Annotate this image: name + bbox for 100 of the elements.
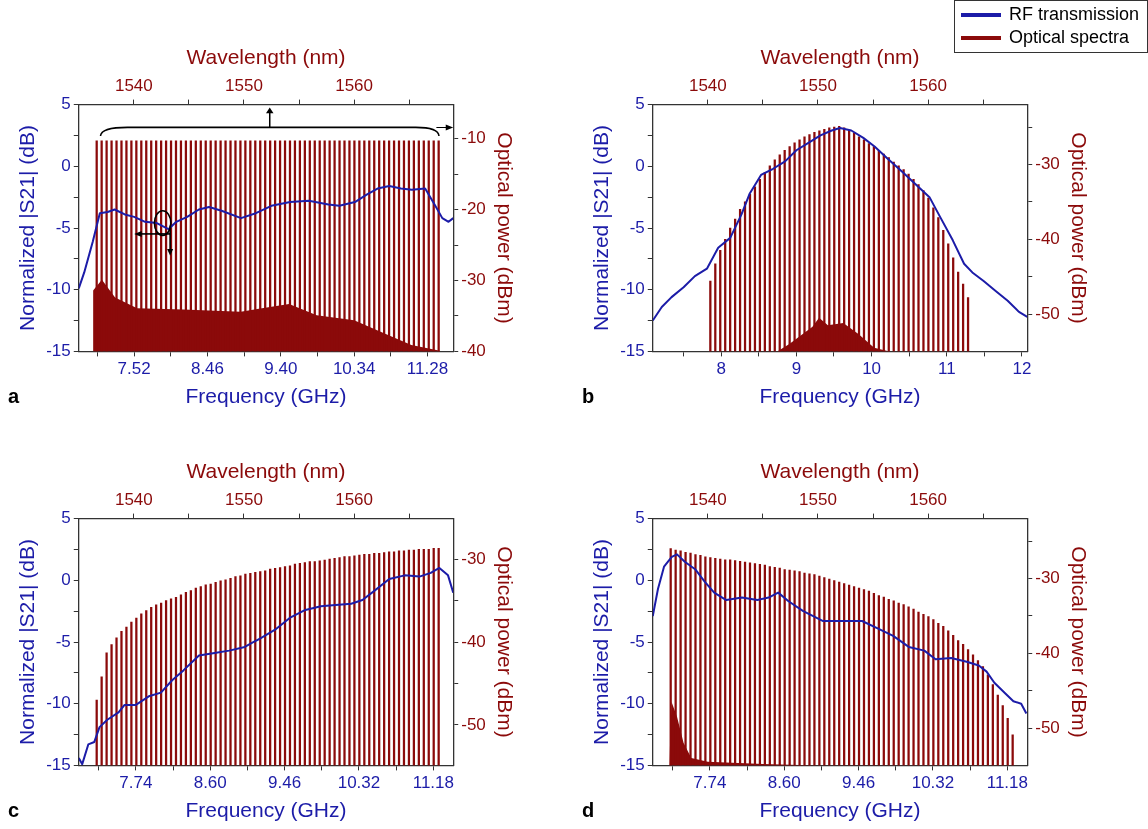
y-tick-label: 5 xyxy=(635,508,645,528)
x2-tick-label: 9.46 xyxy=(268,773,302,793)
y-tick-label: 0 xyxy=(61,569,71,589)
y2-axis-title: Optical power (dBm) xyxy=(493,132,517,324)
bar xyxy=(239,575,242,766)
y2-tick-label: -40 xyxy=(1035,642,1060,662)
bar xyxy=(110,644,113,766)
bar xyxy=(927,616,930,766)
y-axis-title: Normalized |S21| (dB) xyxy=(15,539,39,745)
y-tick-label: 5 xyxy=(61,508,71,528)
y2-tick-label: -50 xyxy=(1035,303,1060,323)
y2-axis-title: Optical power (dBm) xyxy=(1067,132,1091,324)
y2-tick-label: -30 xyxy=(1035,568,1060,588)
x2-tick-label: 9.46 xyxy=(842,773,876,793)
y2-tick-label: -40 xyxy=(461,631,486,651)
bar xyxy=(234,576,237,766)
y-tick-label: 0 xyxy=(61,155,71,175)
legend-label: Optical spectra xyxy=(1008,26,1130,49)
x-tick-label: 1540 xyxy=(114,76,153,96)
text: d xyxy=(582,799,595,822)
text: b xyxy=(582,385,595,408)
bar xyxy=(333,558,336,766)
x2-axis-title: Frequency (GHz) xyxy=(185,798,347,822)
y-axis-title: Normalized |S21| (dB) xyxy=(589,539,613,745)
bar xyxy=(328,558,331,766)
x2-axis-title: Frequency (GHz) xyxy=(759,798,921,822)
bar xyxy=(917,184,920,352)
x-axis-title: Wavelength (nm) xyxy=(186,459,346,483)
y2-tick-label: -30 xyxy=(461,270,486,290)
text: a xyxy=(8,385,20,408)
y-tick-label: 0 xyxy=(635,155,645,175)
x-tick-label: 1560 xyxy=(909,490,948,510)
y-tick-label: -5 xyxy=(55,217,71,237)
bar xyxy=(818,575,821,766)
bar xyxy=(922,614,925,766)
bar xyxy=(244,573,247,766)
bar xyxy=(917,611,920,766)
bar xyxy=(902,604,905,766)
y2-tick-label: -50 xyxy=(1035,717,1060,737)
y2-tick-label: -30 xyxy=(1035,154,1060,174)
bar xyxy=(808,573,811,766)
x2-tick-label: 7.74 xyxy=(119,773,153,793)
bar xyxy=(922,190,925,352)
bar xyxy=(912,179,915,352)
x-axis-title: Wavelength (nm) xyxy=(760,459,920,483)
x-tick-label: 1540 xyxy=(114,490,153,510)
x-tick-label: 1550 xyxy=(799,490,837,510)
bar xyxy=(115,637,118,766)
y2-tick-label: -50 xyxy=(461,714,486,734)
bar xyxy=(793,570,796,766)
y-tick-label: -10 xyxy=(46,693,71,713)
x2-tick-label: 11.28 xyxy=(406,359,449,379)
x2-tick-label: 10 xyxy=(862,359,882,379)
y-tick-label: 0 xyxy=(635,569,645,589)
y-tick-label: -5 xyxy=(629,631,645,651)
bar xyxy=(219,580,222,766)
y-tick-label: -10 xyxy=(620,279,645,299)
y-tick-label: -15 xyxy=(620,341,645,361)
bar xyxy=(125,626,128,766)
y2-tick-label: -40 xyxy=(1035,228,1060,248)
x2-tick-label: 11.18 xyxy=(412,773,454,793)
text: c xyxy=(8,799,20,822)
bar xyxy=(338,557,341,766)
x-axis-title: Wavelength (nm) xyxy=(186,45,346,69)
bar xyxy=(120,630,123,766)
x-tick-label: 1560 xyxy=(909,76,948,96)
bar xyxy=(902,169,905,352)
x2-tick-label: 11 xyxy=(937,359,956,379)
y-tick-label: -5 xyxy=(55,631,71,651)
bar xyxy=(348,556,351,766)
y-tick-label: -10 xyxy=(620,693,645,713)
x2-axis-title: Frequency (GHz) xyxy=(759,384,921,408)
y-axis-title: Normalized |S21| (dB) xyxy=(589,125,613,331)
x-tick-label: 1550 xyxy=(225,490,263,510)
bar xyxy=(229,577,232,766)
x2-tick-label: 10.32 xyxy=(911,773,955,793)
bar xyxy=(927,197,930,352)
y-tick-label: -15 xyxy=(46,341,71,361)
y-tick-label: -5 xyxy=(629,217,645,237)
x2-tick-label: 12 xyxy=(1012,359,1032,379)
y-tick-label: 5 xyxy=(635,94,645,114)
y2-tick-label: -30 xyxy=(461,548,486,568)
x-tick-label: 1560 xyxy=(335,490,374,510)
legend-label: RF transmission xyxy=(1008,3,1139,26)
x-tick-label: 1540 xyxy=(688,490,727,510)
x-tick-label: 1550 xyxy=(225,76,263,96)
y-axis-title: Normalized |S21| (dB) xyxy=(15,125,39,331)
bar xyxy=(224,579,227,766)
x-tick-label: 1540 xyxy=(688,76,727,96)
x2-tick-label: 10.34 xyxy=(332,359,376,379)
x2-axis-title: Frequency (GHz) xyxy=(185,384,347,408)
bar xyxy=(912,608,915,766)
bar xyxy=(343,556,346,766)
bar xyxy=(798,571,801,766)
bar xyxy=(907,173,910,352)
x2-tick-label: 11.18 xyxy=(986,773,1028,793)
x2-tick-label: 8 xyxy=(716,359,726,379)
y-tick-label: 5 xyxy=(61,94,71,114)
x2-tick-label: 7.74 xyxy=(693,773,727,793)
bar xyxy=(105,652,108,766)
